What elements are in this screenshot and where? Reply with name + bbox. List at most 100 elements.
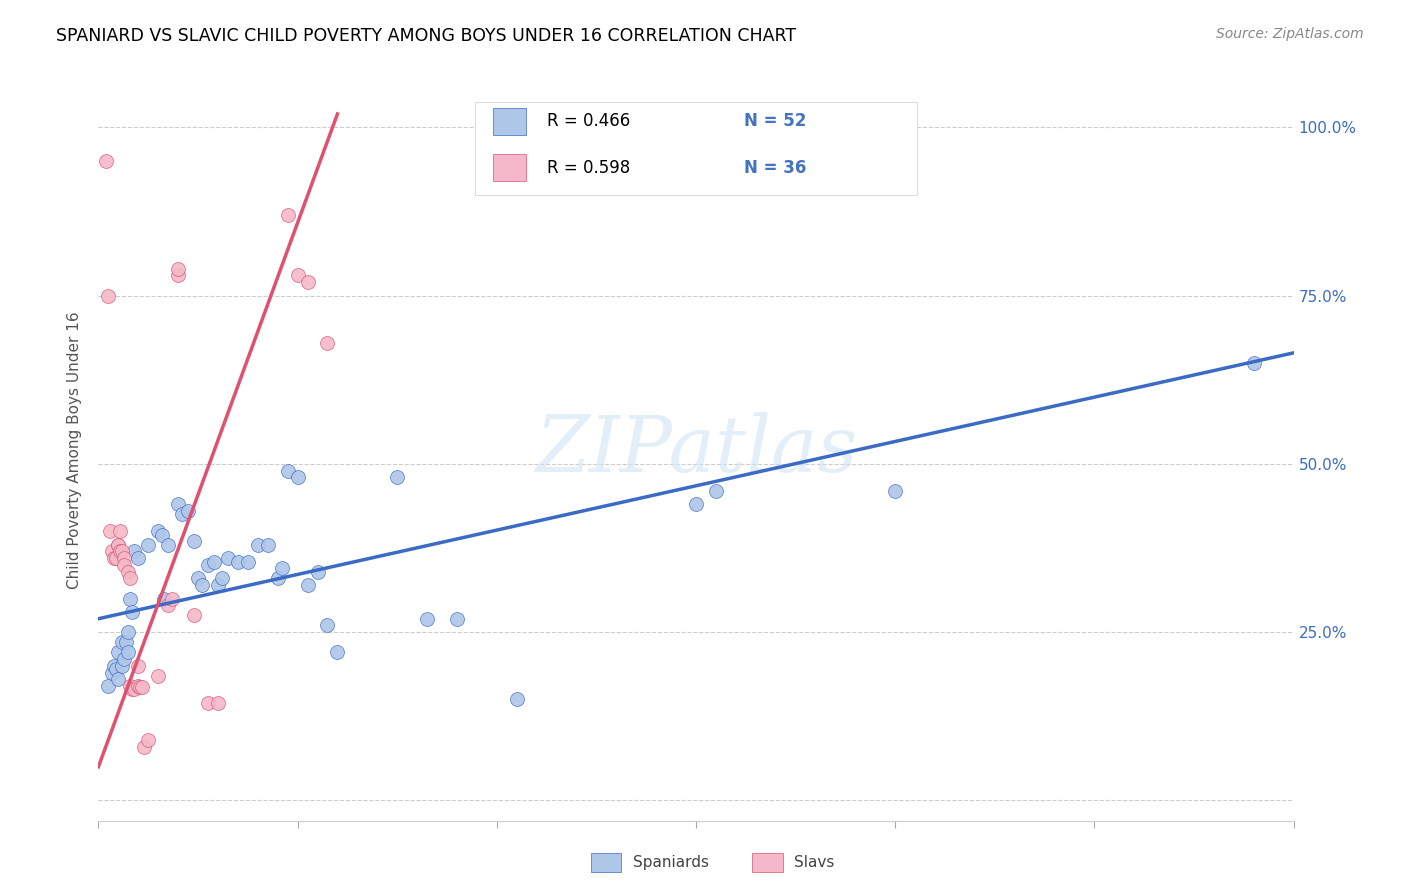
Point <box>111 635 134 649</box>
Point <box>107 673 129 687</box>
Point <box>112 551 135 566</box>
Point <box>136 538 159 552</box>
Point <box>134 739 156 754</box>
Point <box>167 497 190 511</box>
Point <box>287 268 309 283</box>
Point <box>160 591 183 606</box>
Point <box>105 551 128 566</box>
Point <box>117 565 139 579</box>
Bar <box>494 108 526 135</box>
Y-axis label: Child Poverty Among Boys Under 16: Child Poverty Among Boys Under 16 <box>67 311 83 590</box>
Point <box>446 612 468 626</box>
Point <box>246 538 269 552</box>
Point <box>101 544 124 558</box>
Point <box>96 154 118 169</box>
Point <box>112 558 135 572</box>
Point <box>167 268 190 283</box>
Text: N = 36: N = 36 <box>744 159 806 177</box>
Point <box>197 558 219 572</box>
Point <box>167 261 190 276</box>
Point <box>506 692 529 706</box>
Point <box>121 605 143 619</box>
Point <box>111 658 134 673</box>
Point <box>416 612 439 626</box>
Text: ZIPatlas: ZIPatlas <box>534 412 858 489</box>
Point <box>129 681 152 695</box>
Point <box>117 625 139 640</box>
Point <box>191 578 214 592</box>
Point <box>1243 356 1265 370</box>
Point <box>98 524 122 539</box>
Point <box>197 696 219 710</box>
Point <box>120 679 142 693</box>
Point <box>101 665 124 680</box>
Point <box>121 682 143 697</box>
Point <box>97 288 120 302</box>
Point <box>136 732 159 747</box>
Point <box>236 555 259 569</box>
Point <box>307 565 329 579</box>
Point <box>110 524 132 539</box>
Point <box>131 681 153 695</box>
Point <box>207 578 229 592</box>
Point <box>202 555 225 569</box>
Point <box>103 658 125 673</box>
Point <box>277 208 299 222</box>
Point <box>110 544 132 558</box>
Point <box>297 275 319 289</box>
Point <box>704 483 727 498</box>
Point <box>187 571 209 585</box>
Point <box>124 544 146 558</box>
Point <box>172 508 194 522</box>
Text: N = 52: N = 52 <box>744 112 806 130</box>
Point <box>277 464 299 478</box>
Point <box>107 645 129 659</box>
Point <box>270 561 292 575</box>
Text: Spaniards: Spaniards <box>633 855 709 870</box>
Point <box>107 538 129 552</box>
Point <box>226 555 249 569</box>
Point <box>316 618 339 632</box>
Point <box>177 504 200 518</box>
Text: SPANIARD VS SLAVIC CHILD POVERTY AMONG BOYS UNDER 16 CORRELATION CHART: SPANIARD VS SLAVIC CHILD POVERTY AMONG B… <box>56 27 796 45</box>
Point <box>884 483 907 498</box>
Bar <box>475 103 917 195</box>
Point <box>112 652 135 666</box>
Text: Source: ZipAtlas.com: Source: ZipAtlas.com <box>1216 27 1364 41</box>
Point <box>183 608 205 623</box>
Point <box>103 551 125 566</box>
Point <box>127 658 149 673</box>
Point <box>150 527 173 541</box>
Point <box>287 470 309 484</box>
Point <box>115 635 138 649</box>
Point <box>124 682 146 697</box>
Text: Slavs: Slavs <box>794 855 835 870</box>
Point <box>326 645 349 659</box>
Point <box>267 571 290 585</box>
Point <box>127 551 149 566</box>
Text: R = 0.466: R = 0.466 <box>547 112 630 130</box>
Point <box>153 591 176 606</box>
Text: R = 0.598: R = 0.598 <box>547 159 630 177</box>
Point <box>183 534 205 549</box>
Point <box>297 578 319 592</box>
Point <box>120 591 142 606</box>
Point <box>127 679 149 693</box>
Point <box>107 538 129 552</box>
Point <box>111 544 134 558</box>
Point <box>157 599 180 613</box>
Point <box>105 662 128 676</box>
Point <box>316 335 339 350</box>
Point <box>157 538 180 552</box>
Point <box>256 538 278 552</box>
Point <box>211 571 233 585</box>
Point <box>148 524 170 539</box>
Point <box>117 645 139 659</box>
Point <box>217 551 239 566</box>
Point <box>207 696 229 710</box>
Bar <box>494 154 526 181</box>
Point <box>385 470 409 484</box>
Point <box>148 669 170 683</box>
Point <box>97 679 120 693</box>
Point <box>120 571 142 585</box>
